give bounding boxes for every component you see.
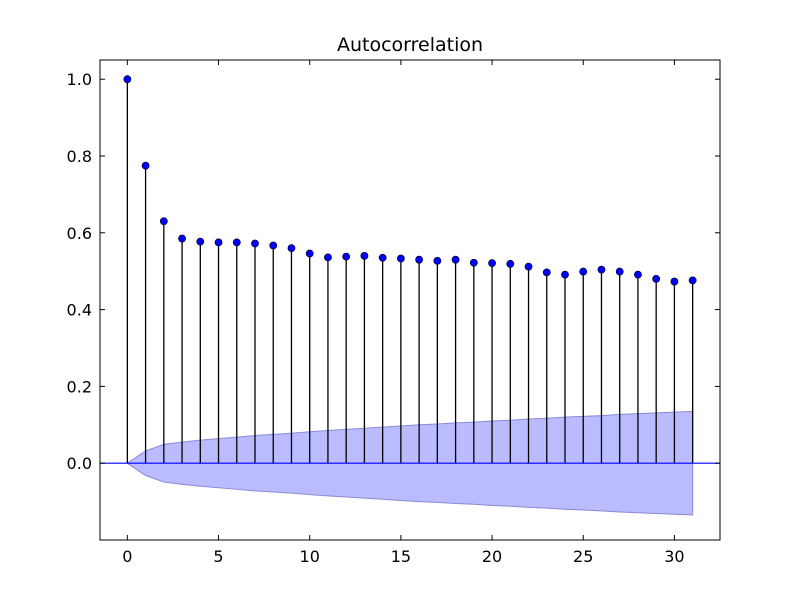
- acf-point: [615, 267, 624, 276]
- acf-point: [178, 234, 186, 243]
- marker-layer: [123, 75, 697, 286]
- acf-point: [342, 252, 351, 261]
- x-tick-label: 10: [300, 547, 320, 566]
- acf-point: [597, 265, 606, 274]
- acf-point: [433, 256, 442, 265]
- acf-point: [634, 270, 642, 279]
- tick-layer: 0 5 10 15 20 25 30 0.0 0.2 0.4 0.6 0.8 1.0: [67, 60, 720, 566]
- x-tick-label: 25: [573, 547, 593, 566]
- acf-point: [488, 259, 496, 268]
- acf-point: [360, 251, 369, 260]
- y-tick-label: 0.0: [67, 454, 92, 473]
- x-tick-label: 20: [482, 547, 502, 566]
- acf-point: [579, 267, 588, 276]
- acf-point: [214, 238, 223, 247]
- acf-point: [542, 268, 551, 277]
- acf-point: [159, 217, 168, 226]
- acf-point: [670, 277, 679, 286]
- acf-point: [141, 161, 150, 170]
- acf-point: [524, 262, 533, 271]
- acf-point: [269, 241, 278, 250]
- chart-title: Autocorrelation: [337, 34, 483, 56]
- acf-point: [324, 253, 332, 262]
- stem-layer: [126, 79, 694, 464]
- acf-point: [123, 75, 132, 84]
- plot-frame: [99, 59, 721, 541]
- y-tick-label: 0.4: [67, 301, 92, 320]
- x-tick-label: 5: [213, 547, 223, 566]
- x-tick-label: 0: [122, 547, 132, 566]
- acf-point: [561, 270, 569, 279]
- acf-point: [451, 255, 460, 264]
- acf-point: [378, 253, 387, 262]
- x-tick-label: 30: [664, 547, 684, 566]
- acf-point: [305, 249, 314, 258]
- acf-point: [196, 237, 205, 246]
- acf-point: [652, 274, 661, 283]
- x-tick-label: 15: [391, 547, 411, 566]
- acf-point: [232, 238, 241, 247]
- acf-point: [287, 244, 296, 253]
- y-tick-label: 0.8: [67, 147, 92, 166]
- y-tick-label: 0.6: [67, 224, 92, 243]
- y-tick-label: 0.2: [67, 377, 92, 396]
- acf-point: [469, 258, 478, 267]
- y-tick-label: 1.0: [67, 70, 92, 89]
- acf-point: [251, 239, 259, 248]
- acf-point: [506, 260, 515, 268]
- acf-point: [688, 276, 697, 285]
- acf-point: [415, 255, 424, 264]
- acf-point: [396, 254, 405, 263]
